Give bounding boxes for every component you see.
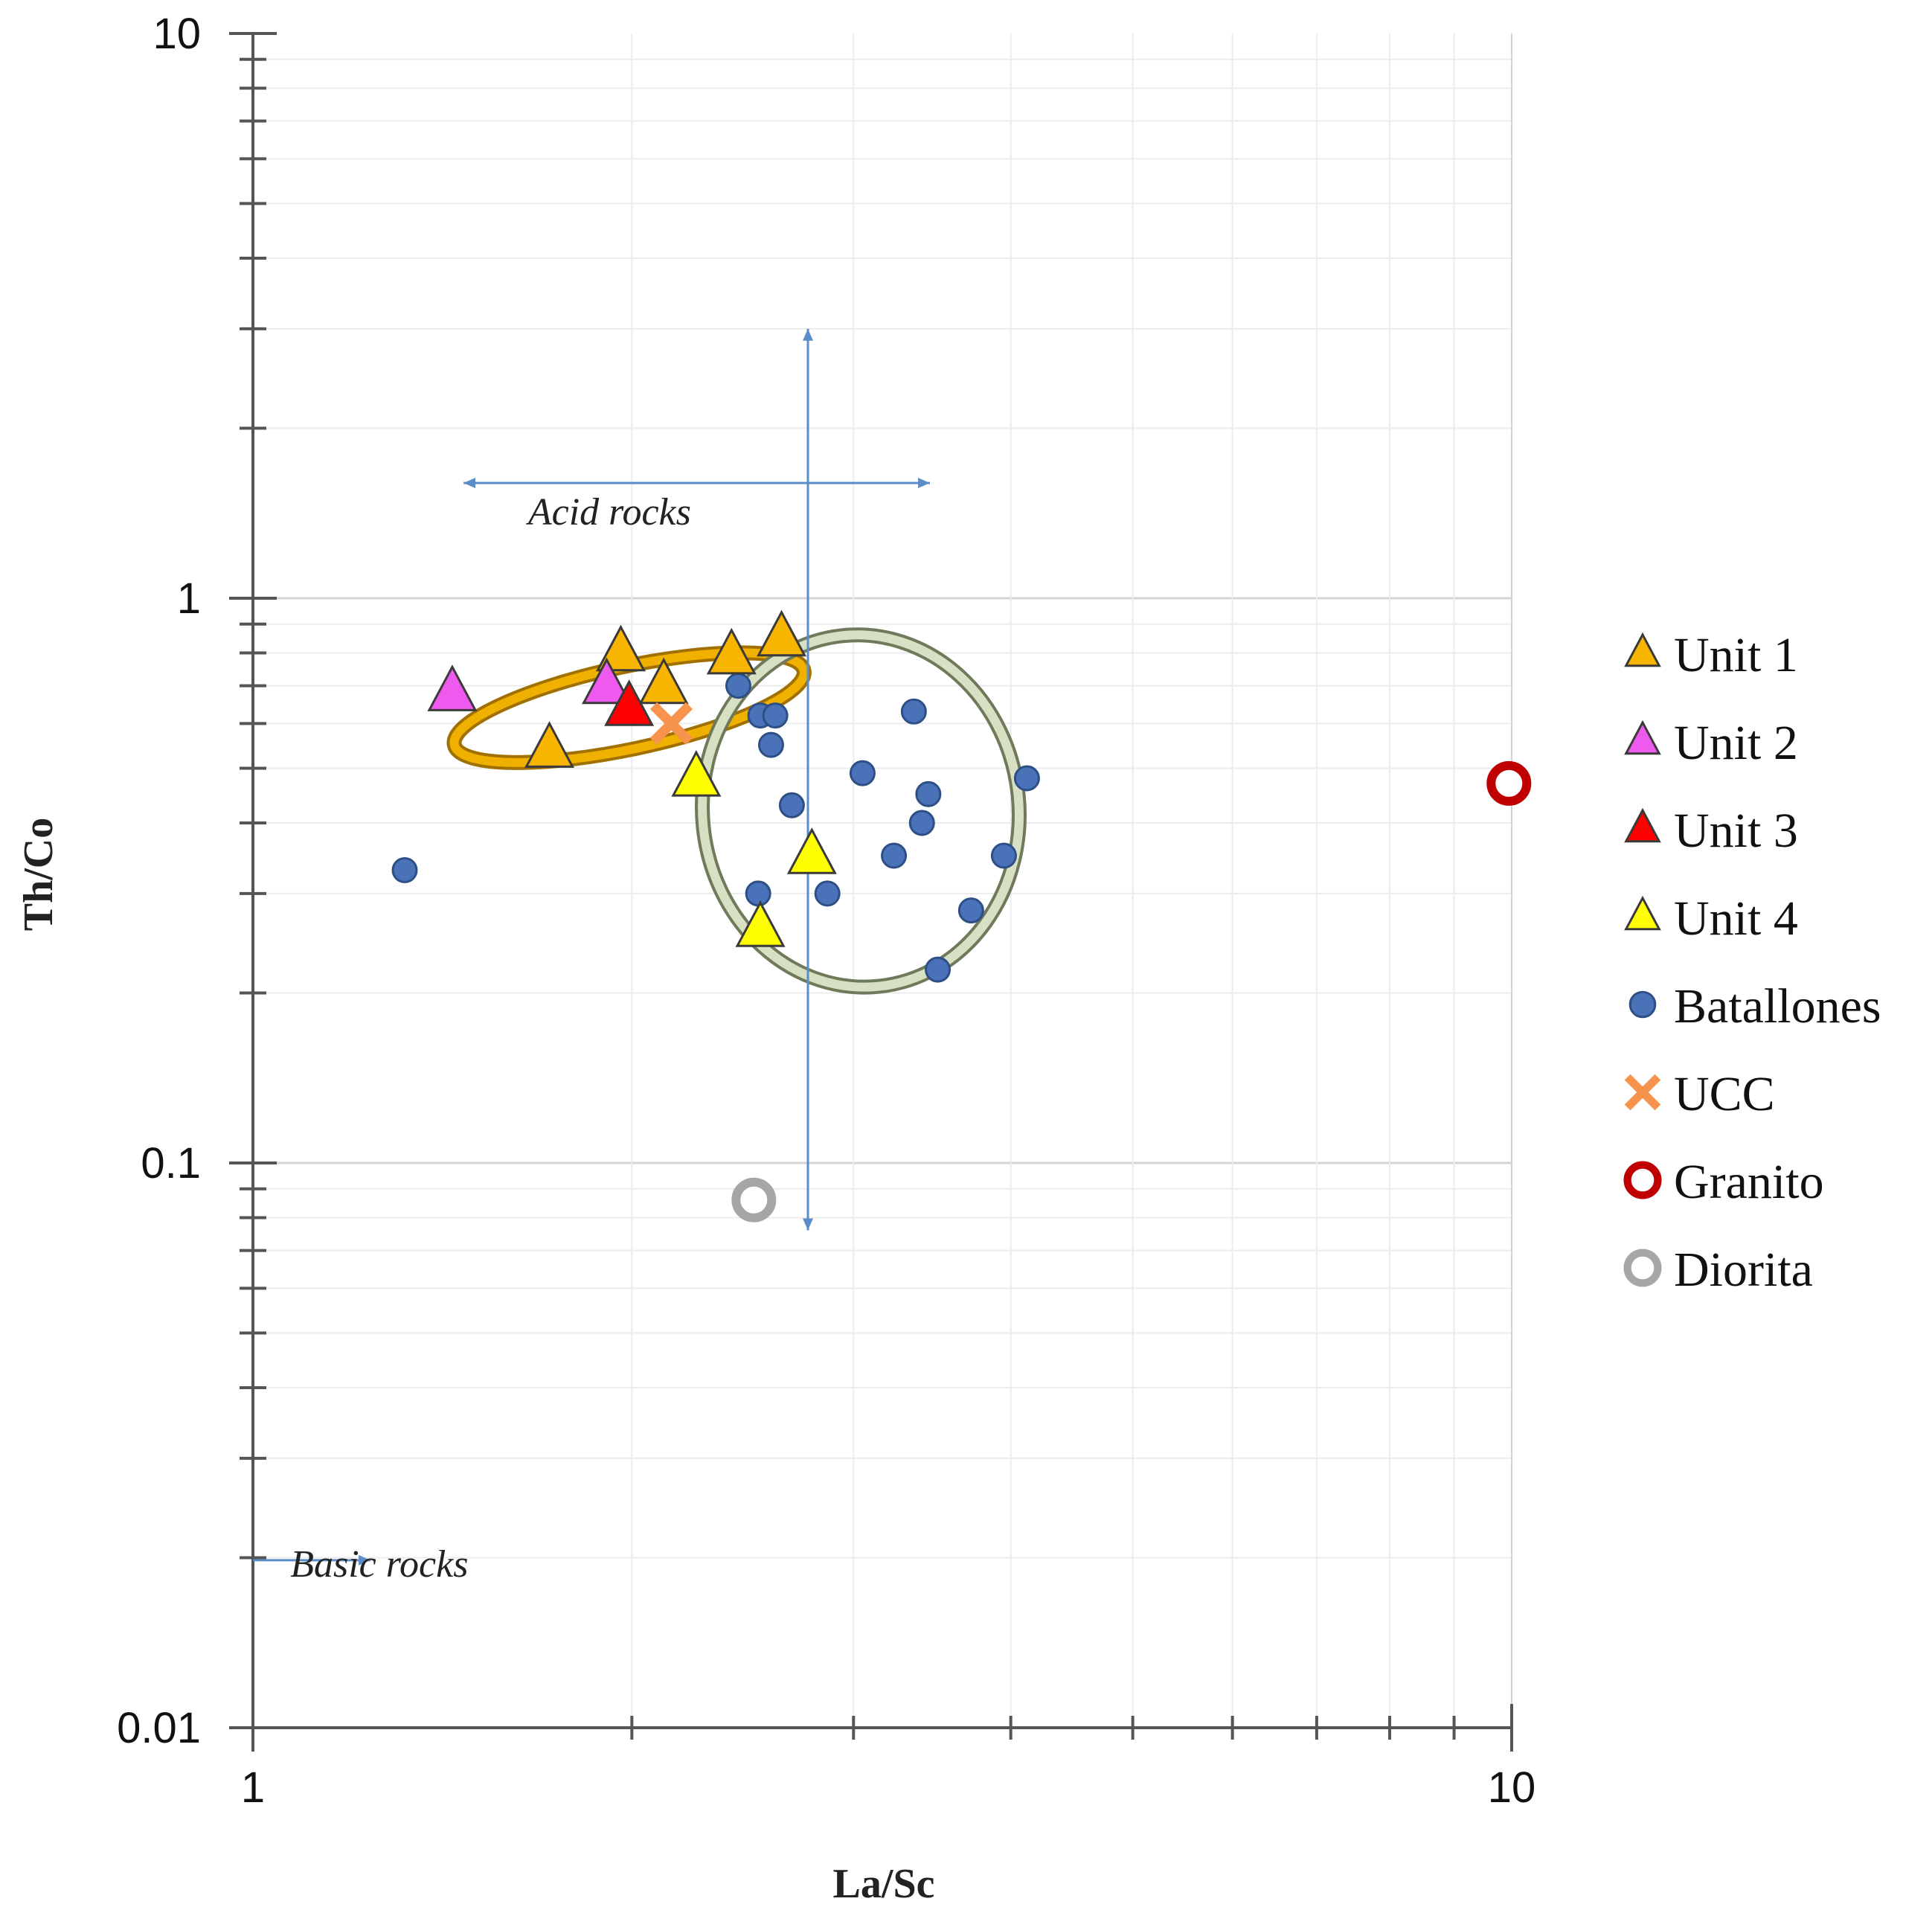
point-batallones (391, 856, 418, 883)
tick-marks (229, 32, 1513, 1752)
y-tick-label: 0.1 (141, 1139, 201, 1188)
arrow-head (463, 478, 476, 489)
point-unit-3 (604, 679, 655, 726)
legend-label-unit-2: Unit 2 (1674, 716, 1798, 770)
legend-marker-diorita (1623, 1249, 1662, 1287)
point-batallones (725, 673, 751, 699)
point-batallones (957, 897, 984, 924)
arrow-head (803, 1218, 814, 1231)
x-tick-label: 10 (1488, 1763, 1536, 1812)
point-batallones (745, 880, 771, 907)
x-tick-label: 1 (241, 1763, 265, 1812)
point-batallones (778, 792, 805, 818)
point-granito (1486, 760, 1532, 806)
y-tick-label: 10 (153, 10, 201, 58)
point-batallones (762, 702, 789, 729)
arrow-head (917, 478, 930, 489)
axes (251, 33, 1512, 1729)
point-batallones (814, 880, 841, 907)
legend-marker-unit-3 (1624, 807, 1661, 843)
point-unit-1 (706, 627, 757, 675)
legend-label-batallones: Batallones (1674, 979, 1881, 1034)
legend-marker-granito (1623, 1161, 1662, 1199)
legend: Unit 1 Unit 2 Unit 3 Unit 4 Batallones UCC Gra… (1623, 628, 1881, 1297)
point-batallones (881, 842, 908, 869)
legend-label-unit-4: Unit 4 (1674, 891, 1798, 946)
tick-labels: 10 1 0.1 0.01 1 10 (117, 10, 1535, 1812)
point-unit-4 (735, 900, 786, 947)
point-batallones (900, 698, 927, 725)
point-unit-2 (582, 657, 632, 705)
point-batallones (849, 760, 876, 786)
annotations: Acid rocks Basic rocks (290, 491, 691, 1586)
legend-marker-unit-1 (1624, 632, 1661, 667)
data-points (391, 609, 1532, 1223)
arrow-head (359, 1554, 371, 1566)
legend-label-granito: Granito (1674, 1155, 1824, 1209)
point-unit-4 (671, 749, 722, 797)
point-batallones (990, 842, 1017, 869)
arrow-head (803, 328, 814, 341)
y-axis-title: Th/Co (16, 818, 62, 932)
legend-marker-unit-2 (1624, 720, 1661, 755)
point-ucc (649, 702, 693, 745)
y-tick-label: 0.01 (117, 1704, 201, 1752)
grid (252, 33, 1512, 1729)
basic-rocks-label: Basic rocks (290, 1543, 468, 1586)
guide-arrows (253, 328, 930, 1566)
point-batallones (1013, 765, 1040, 792)
point-batallones (925, 956, 951, 983)
x-axis-title: La/Sc (833, 1861, 935, 1907)
point-batallones (915, 781, 942, 807)
legend-label-unit-3: Unit 3 (1674, 804, 1798, 858)
legend-label-ucc: UCC (1674, 1067, 1775, 1121)
point-unit-4 (786, 827, 837, 874)
legend-marker-batallones (1628, 990, 1657, 1019)
legend-label-diorita: Diorita (1674, 1243, 1813, 1297)
ellipse-ring (698, 630, 1024, 992)
point-unit-1 (524, 721, 575, 768)
point-batallones (908, 810, 935, 836)
point-unit-1 (638, 657, 689, 705)
legend-marker-ucc (1624, 1074, 1661, 1111)
acid-rocks-label: Acid rocks (526, 491, 691, 533)
point-unit-1 (757, 609, 807, 657)
point-unit-1 (595, 624, 646, 672)
point-batallones (757, 731, 784, 758)
legend-label-unit-1: Unit 1 (1674, 628, 1798, 682)
y-tick-label: 1 (177, 574, 201, 623)
legend-marker-unit-4 (1624, 895, 1661, 931)
point-diorita (731, 1177, 777, 1223)
point-unit-2 (427, 664, 478, 711)
